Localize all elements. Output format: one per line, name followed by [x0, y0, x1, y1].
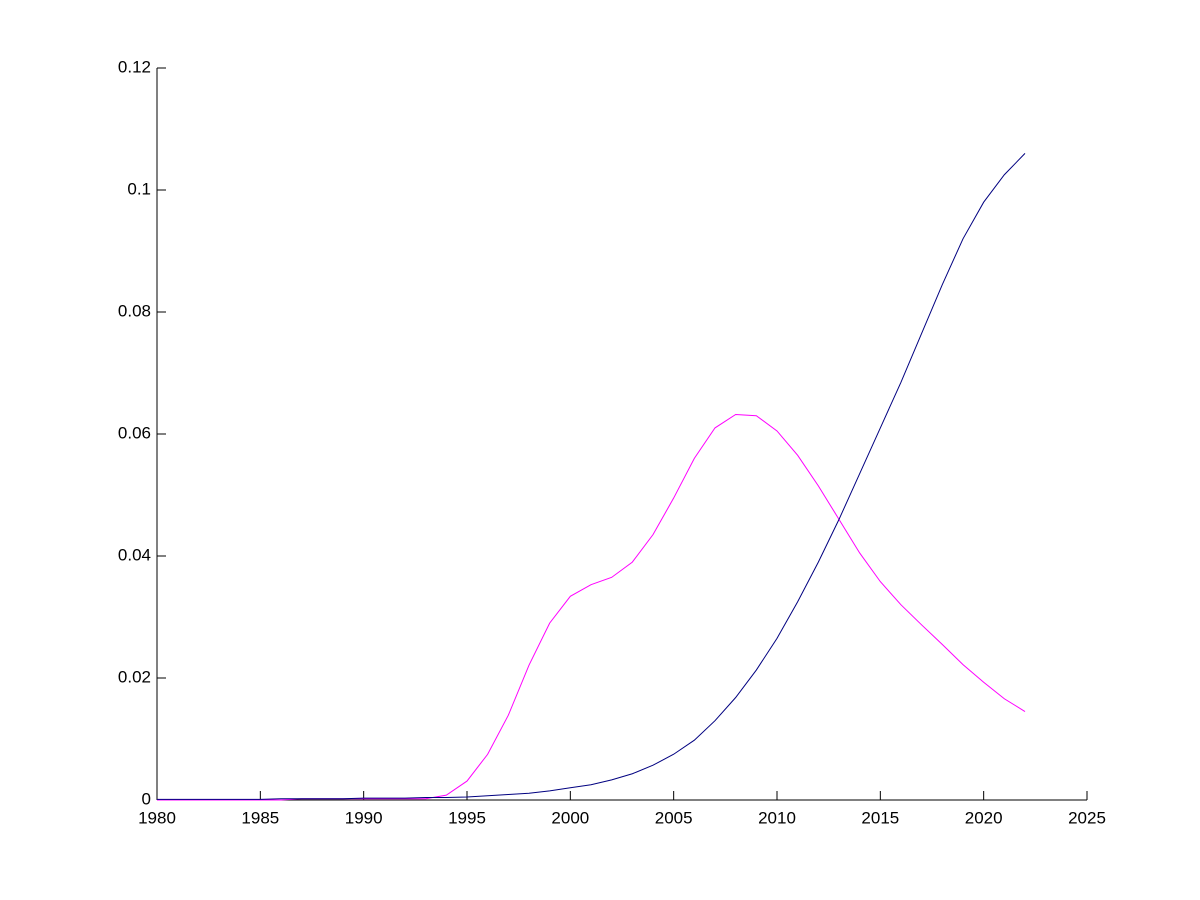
y-tick-label: 0.1 [127, 179, 151, 198]
y-tick-label: 0.08 [118, 301, 151, 320]
x-tick-label: 1985 [241, 808, 279, 827]
y-tick-label: 0.04 [118, 545, 151, 564]
x-tick-label: 1995 [448, 808, 486, 827]
x-tick-label: 2000 [551, 808, 589, 827]
x-tick-label: 2025 [1068, 808, 1106, 827]
y-tick-label: 0 [142, 789, 151, 808]
x-tick-label: 2010 [758, 808, 796, 827]
y-tick-label: 0.06 [118, 423, 151, 442]
x-tick-label: 1980 [138, 808, 176, 827]
y-tick-label: 0.02 [118, 667, 151, 686]
y-tick-label: 0.12 [118, 57, 151, 76]
x-tick-label: 2005 [655, 808, 693, 827]
x-tick-label: 2015 [861, 808, 899, 827]
series-line [157, 413, 1026, 801]
x-tick-label: 2020 [965, 808, 1003, 827]
series-line [157, 153, 1026, 800]
x-tick-label: 1990 [345, 808, 383, 827]
